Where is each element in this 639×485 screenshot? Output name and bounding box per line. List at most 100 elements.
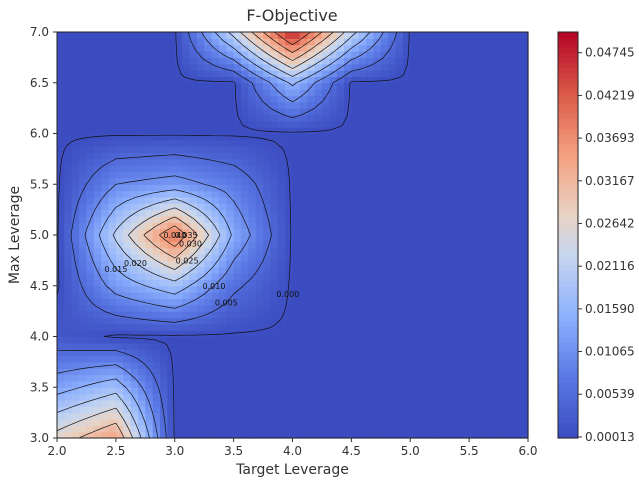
x-tick-label: 5.5 <box>460 444 479 458</box>
contour-cell <box>71 108 80 116</box>
contour-cell <box>321 425 330 433</box>
contour-cell <box>336 431 345 439</box>
contour-cell <box>277 196 286 204</box>
contour-cell <box>145 330 154 338</box>
contour-cell <box>233 101 242 109</box>
contour-cell <box>417 152 426 160</box>
contour-cell <box>439 418 448 426</box>
contour-cell <box>152 44 161 52</box>
contour-cell <box>152 431 161 439</box>
contour-cell <box>233 361 242 369</box>
contour-cell <box>277 32 286 39</box>
contour-cell <box>307 273 316 280</box>
contour-cell <box>123 158 132 166</box>
contour-cell <box>218 222 227 230</box>
contour-cell <box>395 203 404 211</box>
contour-cell <box>211 120 220 128</box>
contour-cell <box>321 82 330 90</box>
contour-cell <box>447 70 456 77</box>
contour-cell <box>115 317 124 325</box>
contour-cell <box>395 387 404 395</box>
contour-cell <box>130 304 139 312</box>
contour-cell <box>71 317 80 325</box>
contour-cell <box>130 254 139 261</box>
contour-cell <box>299 171 308 179</box>
contour-cell <box>299 235 308 242</box>
contour-cell <box>196 32 205 39</box>
contour-cell <box>344 355 352 363</box>
contour-cell <box>424 311 433 319</box>
contour-cell <box>211 76 220 84</box>
contour-cell <box>483 222 492 230</box>
contour-cell <box>483 101 492 109</box>
contour-cell <box>64 222 73 230</box>
contour-cell <box>520 260 529 268</box>
contour-cell <box>314 95 323 103</box>
contour-cell <box>505 412 514 420</box>
contour-cell <box>145 228 154 236</box>
contour-cell <box>299 311 308 319</box>
contour-cell <box>314 196 323 204</box>
contour-cell <box>498 425 507 433</box>
contour-cell <box>218 336 227 344</box>
contour-line <box>56 31 357 439</box>
x-tick-label: 5.0 <box>401 444 420 458</box>
contour-cell <box>86 203 95 211</box>
contour-cell <box>233 311 242 319</box>
contour-cell <box>145 254 154 261</box>
contour-cell <box>476 311 485 319</box>
contour-cell <box>491 317 500 325</box>
contour-cell <box>277 431 286 439</box>
contour-cell <box>299 349 308 357</box>
contour-cell <box>233 70 242 77</box>
contour-cell <box>410 241 419 249</box>
contour-cell <box>64 120 73 128</box>
contour-cell <box>461 165 470 173</box>
contour-cell <box>240 127 249 135</box>
contour-cell <box>79 127 88 135</box>
contour-cell <box>358 89 367 97</box>
colorbar-segment <box>558 153 578 160</box>
contour-cell <box>101 139 110 147</box>
colorbar-segment <box>558 138 578 145</box>
contour-cell <box>491 158 500 166</box>
contour-cell <box>101 209 110 217</box>
contour-cell <box>432 51 441 58</box>
contour-cell <box>314 190 323 198</box>
contour-cell <box>373 431 382 439</box>
contour-cell <box>196 108 205 116</box>
contour-cell <box>498 311 507 319</box>
contour-cell <box>344 190 352 198</box>
contour-cell <box>388 323 397 331</box>
contour-cell <box>373 380 382 388</box>
contour-cell <box>174 317 183 325</box>
contour-cell <box>167 209 176 217</box>
contour-cell <box>71 184 80 192</box>
contour-cell <box>373 196 382 204</box>
contour-cell <box>402 165 411 173</box>
contour-cell <box>299 254 308 261</box>
contour-cell <box>233 355 242 363</box>
contour-cell <box>447 235 456 242</box>
contour-cell <box>351 349 360 357</box>
contour-cell <box>263 393 272 401</box>
contour-cell <box>344 177 352 185</box>
contour-cell <box>277 139 286 147</box>
contour-cell <box>366 336 375 344</box>
contour-cell <box>160 184 168 192</box>
contour-cell <box>123 298 132 306</box>
contour-cell <box>108 374 117 382</box>
contour-cell <box>344 380 352 388</box>
contour-cell <box>373 285 382 293</box>
contour-cell <box>160 171 168 179</box>
contour-cell <box>351 133 360 141</box>
contour-cell <box>432 171 441 179</box>
contour-cell <box>505 387 514 395</box>
contour-cell <box>277 254 286 261</box>
contour-cell <box>86 177 95 185</box>
contour-cell <box>395 82 404 90</box>
contour-cell <box>137 171 146 179</box>
contour-cell <box>86 196 95 204</box>
contour-cell <box>344 95 352 103</box>
contour-cell <box>461 304 470 312</box>
